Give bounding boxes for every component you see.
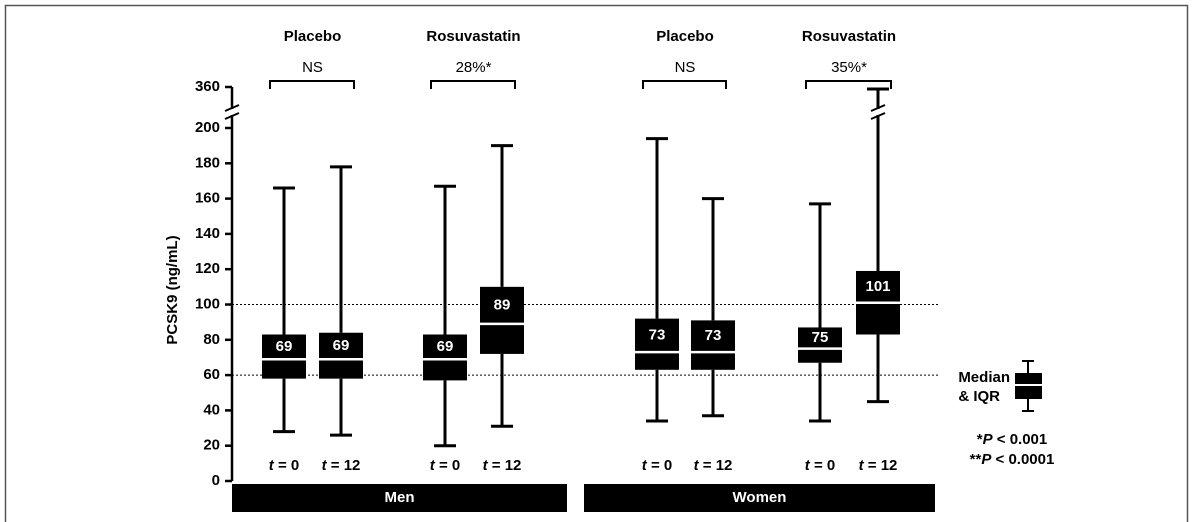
- median-label: 69: [276, 338, 293, 355]
- x-tick-label: t = 12: [322, 457, 361, 474]
- median-label: 69: [333, 337, 350, 354]
- median-label: 69: [437, 338, 454, 355]
- sex-label: Men: [385, 489, 415, 506]
- y-tick-label: 20: [203, 437, 220, 454]
- group-label: Placebo: [656, 28, 714, 45]
- median-label: 75: [812, 329, 829, 346]
- x-tick-label: t = 12: [694, 457, 733, 474]
- y-tick-label: 160: [195, 190, 220, 207]
- iqr-box: [798, 327, 842, 363]
- y-tick-label: 200: [195, 119, 220, 136]
- y-tick-label: 360: [195, 78, 220, 95]
- iqr-box: [262, 334, 306, 379]
- axis-break-gap: [871, 109, 885, 115]
- median-label: 73: [705, 327, 722, 344]
- bracket: [430, 80, 516, 89]
- comparison-label: 35%*: [831, 59, 867, 76]
- median-label: 89: [494, 296, 511, 313]
- x-tick-label: t = 12: [483, 457, 522, 474]
- sex-bar: [232, 484, 567, 512]
- iqr-box: [691, 320, 735, 370]
- group-label: Placebo: [284, 28, 342, 45]
- footnote: *P < 0.001: [977, 431, 1048, 448]
- comparison-label: NS: [302, 59, 323, 76]
- y-tick-label: 60: [203, 366, 220, 383]
- bracket: [805, 80, 892, 89]
- y-tick-label: 120: [195, 260, 220, 277]
- legend-label: & IQR: [958, 388, 1000, 405]
- median-label: 101: [865, 278, 890, 295]
- y-tick-label: 140: [195, 225, 220, 242]
- iqr-box: [319, 332, 363, 379]
- y-tick-label: 40: [203, 401, 220, 418]
- y-tick-label: 100: [195, 295, 220, 312]
- y-axis-title: PCSK9 (ng/mL): [164, 235, 181, 344]
- x-tick-label: t = 12: [859, 457, 898, 474]
- axis-break-gap: [225, 109, 239, 115]
- axis-break: [224, 104, 240, 112]
- y-tick-label: 0: [212, 472, 220, 489]
- group-label: Rosuvastatin: [426, 28, 520, 45]
- x-tick-label: t = 0: [269, 457, 299, 474]
- x-tick-label: t = 0: [642, 457, 672, 474]
- axis-break: [870, 112, 886, 120]
- bracket: [269, 80, 355, 89]
- comparison-label: 28%*: [456, 59, 492, 76]
- y-tick-label: 80: [203, 331, 220, 348]
- y-tick-label: 180: [195, 154, 220, 171]
- bracket: [642, 80, 727, 89]
- frame: [4, 4, 1189, 522]
- x-tick-label: t = 0: [805, 457, 835, 474]
- comparison-label: NS: [675, 59, 696, 76]
- group-label: Rosuvastatin: [802, 28, 896, 45]
- legend-label: Median: [958, 369, 1010, 386]
- iqr-box: [423, 334, 467, 381]
- axis-break: [870, 104, 886, 112]
- axis-break: [224, 112, 240, 120]
- sex-label: Women: [733, 489, 787, 506]
- footnote: **P < 0.0001: [970, 451, 1055, 468]
- sex-bar: [584, 484, 935, 512]
- iqr-box: [480, 286, 524, 354]
- x-tick-label: t = 0: [430, 457, 460, 474]
- iqr-box: [635, 318, 679, 370]
- median-label: 73: [649, 326, 666, 343]
